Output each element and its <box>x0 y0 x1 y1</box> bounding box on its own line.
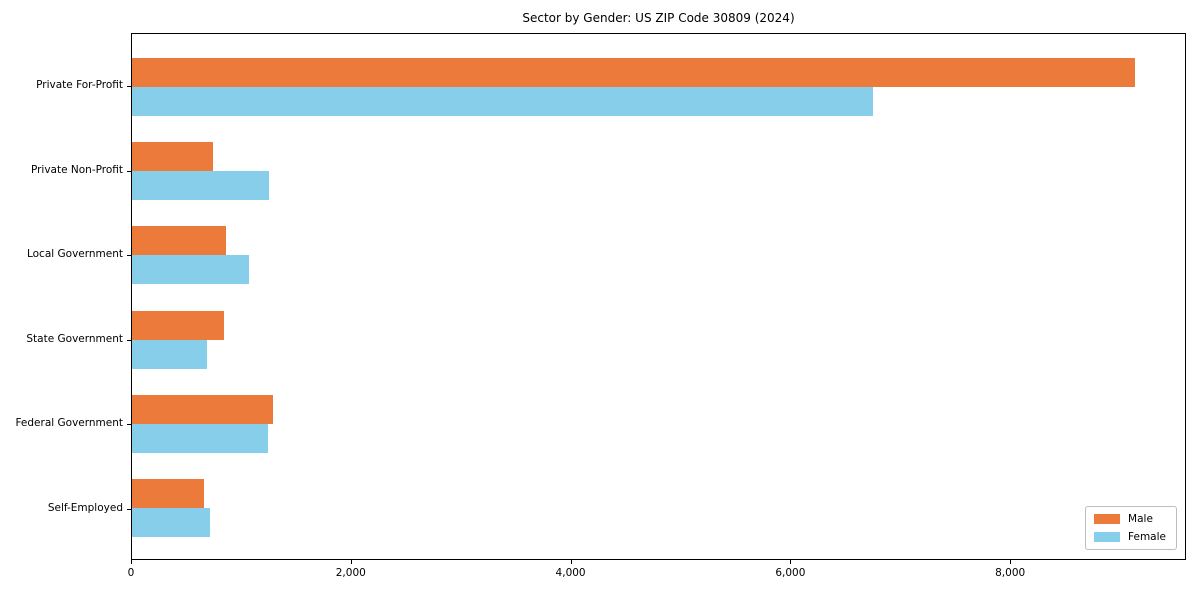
y-tick-mark <box>127 170 131 172</box>
bar-female-private-for-profit <box>132 87 874 117</box>
bar-row-federal-government <box>132 382 1185 466</box>
y-label-local-government: Local Government <box>26 248 123 261</box>
bar-rows <box>132 34 1185 559</box>
bar-male-private-for-profit <box>132 58 1135 88</box>
y-tick-mark <box>127 86 131 88</box>
x-tick-mark <box>350 560 352 564</box>
bar-male-self-employed <box>132 478 204 508</box>
bar-row-local-government <box>132 213 1185 297</box>
legend-item-male: Male <box>1094 513 1166 525</box>
x-tick-mark <box>131 560 132 564</box>
x-axis: 0 2,000 4,000 6,000 8,000 <box>127 560 1186 590</box>
bar-female-federal-government <box>132 423 268 453</box>
legend-swatch-female <box>1094 532 1121 542</box>
y-label-private-non-profit: Private Non-Profit <box>30 163 123 176</box>
x-tick-mark <box>570 560 572 564</box>
legend-label-female: Female <box>1128 531 1166 543</box>
x-tick-label-6-000: 6,000 <box>775 567 806 579</box>
chart-title: Sector by Gender: US ZIP Code 30809 (202… <box>522 11 795 25</box>
x-tick-label-0: 0 <box>127 567 135 579</box>
legend-swatch-male <box>1094 514 1121 524</box>
y-label-state-government: State Government <box>26 332 123 345</box>
bar-female-private-non-profit <box>132 171 270 201</box>
bar-row-private-non-profit <box>132 129 1185 213</box>
x-tick-mark <box>790 560 792 564</box>
x-tick-label-8-000: 8,000 <box>995 567 1026 579</box>
bar-female-local-government <box>132 255 249 285</box>
bar-female-self-employed <box>132 507 210 537</box>
y-tick-mark <box>127 424 131 426</box>
bar-male-state-government <box>132 310 224 340</box>
bar-male-federal-government <box>132 394 274 424</box>
plot-area: Male Female <box>131 33 1186 560</box>
x-tick-label-2-000: 2,000 <box>335 567 366 579</box>
y-tick-mark <box>127 339 131 341</box>
x-tick-label-4-000: 4,000 <box>555 567 586 579</box>
bar-male-local-government <box>132 226 226 256</box>
bar-female-state-government <box>132 339 208 369</box>
legend-label-male: Male <box>1128 513 1153 525</box>
bar-male-private-non-profit <box>132 142 214 172</box>
y-axis-labels: Private For-Profit Private Non-Profit Loca… <box>0 33 123 560</box>
bar-row-state-government <box>132 298 1185 382</box>
legend-item-female: Female <box>1094 531 1166 543</box>
bar-row-private-for-profit <box>132 45 1185 129</box>
y-tick-mark <box>127 255 131 257</box>
y-label-federal-government: Federal Government <box>15 417 123 430</box>
legend: Male Female <box>1085 506 1177 550</box>
bar-row-self-employed <box>132 466 1185 550</box>
y-tick-mark <box>127 508 131 510</box>
y-label-self-employed: Self-Employed <box>47 501 123 514</box>
y-label-private-for-profit: Private For-Profit <box>36 79 123 92</box>
x-tick-mark <box>1010 560 1012 564</box>
